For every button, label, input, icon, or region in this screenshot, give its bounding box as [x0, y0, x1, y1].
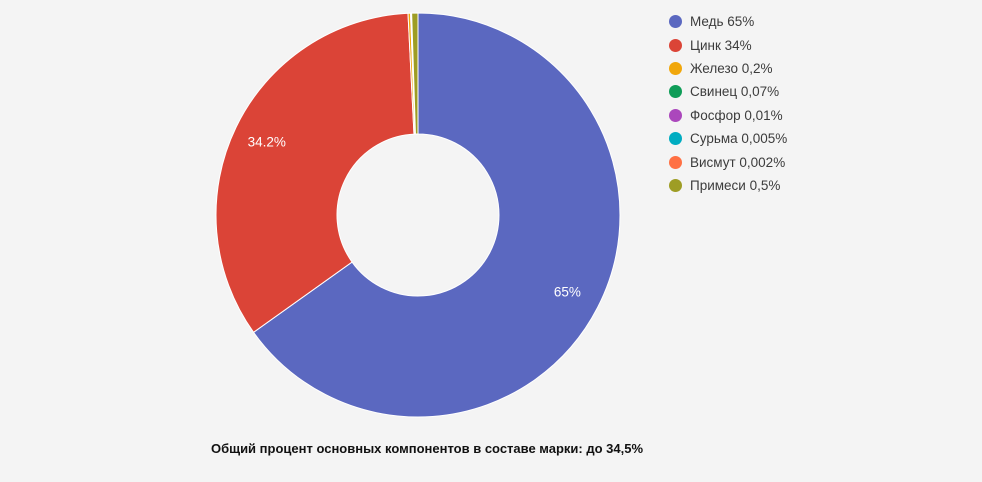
legend-label: Свинец 0,07%	[690, 84, 780, 100]
legend-label: Медь 65%	[690, 14, 755, 30]
legend-label: Фосфор 0,01%	[690, 107, 783, 123]
legend-swatch-icon	[669, 108, 682, 122]
legend-label: Железо 0,2%	[690, 60, 773, 76]
legend-swatch-icon	[669, 38, 682, 52]
legend-swatch-icon	[669, 61, 682, 75]
legend-swatch-icon	[669, 15, 682, 29]
legend-item-6[interactable]: Висмут 0,002%	[669, 150, 787, 173]
legend-swatch-icon	[669, 85, 682, 99]
chart-caption: Общий процент основных компонентов в сос…	[210, 441, 644, 456]
legend-label: Сурьма 0,005%	[690, 131, 788, 147]
pie-slice-0[interactable]	[252, 12, 621, 418]
legend-label: Примеси 0,5%	[690, 177, 781, 193]
legend-item-2[interactable]: Железо 0,2%	[669, 57, 787, 80]
pie-slice-7[interactable]	[411, 12, 419, 135]
legend-item-3[interactable]: Свинец 0,07%	[669, 80, 787, 103]
chart-legend: Медь 65% Цинк 34% Железо 0,2% Свинец 0,07% Ф…	[669, 10, 787, 197]
legend-swatch-icon	[669, 132, 682, 146]
legend-label: Цинк 34%	[690, 37, 752, 53]
legend-item-4[interactable]: Фосфор 0,01%	[669, 104, 787, 127]
legend-swatch-icon	[669, 155, 682, 169]
legend-item-0[interactable]: Медь 65%	[669, 10, 787, 33]
legend-label: Висмут 0,002%	[690, 154, 786, 170]
legend-item-5[interactable]: Сурьма 0,005%	[669, 127, 787, 150]
slice-value-label-1: 34.2%	[248, 135, 286, 150]
pie-slice-1[interactable]	[215, 12, 415, 334]
slice-value-label-0: 65%	[554, 285, 581, 300]
legend-item-7[interactable]: Примеси 0,5%	[669, 174, 787, 197]
legend-swatch-icon	[669, 178, 682, 192]
legend-item-1[interactable]: Цинк 34%	[669, 33, 787, 56]
